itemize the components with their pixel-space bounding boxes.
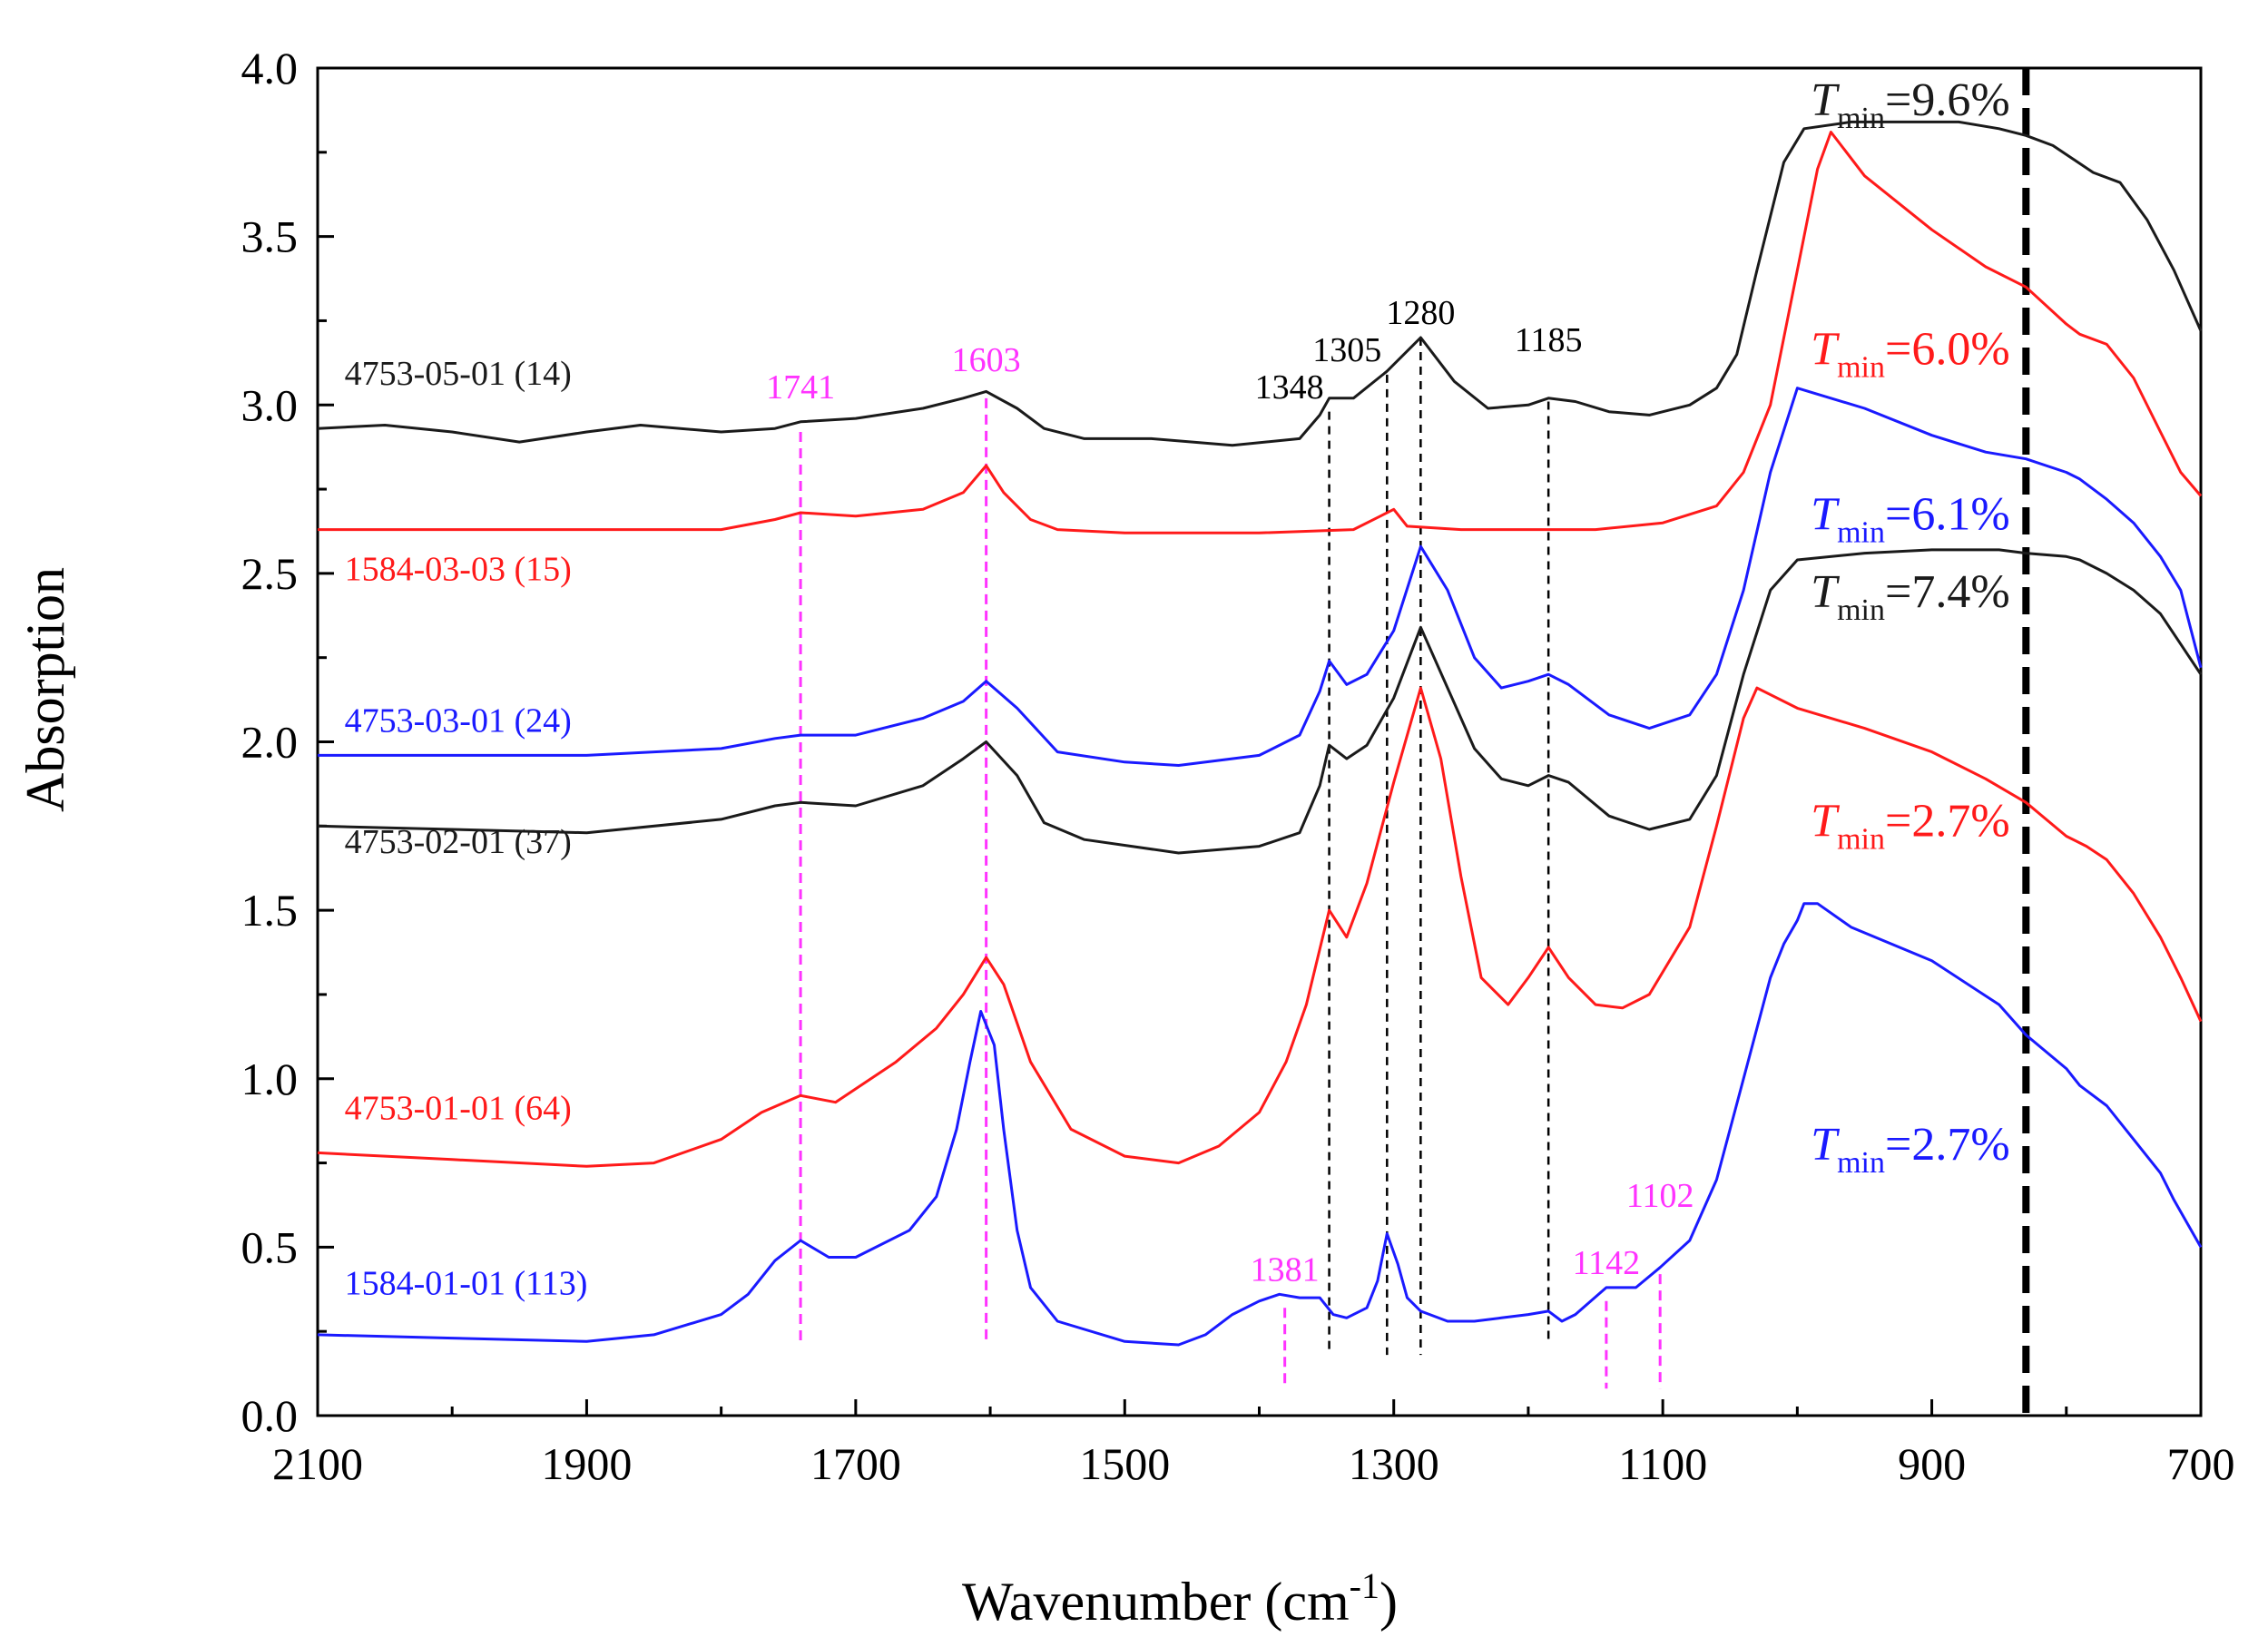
y-tick-label: 2.0	[241, 717, 299, 768]
series-label-1: 4753-05-01 (14)	[345, 355, 572, 393]
x-axis-label: Wavenumber (cm-1)	[962, 1565, 1398, 1632]
series-line-1	[317, 120, 2203, 447]
series-label-5: 4753-01-01 (64)	[345, 1089, 572, 1127]
tmin-value: =7.4%	[1885, 566, 2010, 618]
x-tick-label: 900	[1898, 1438, 1966, 1489]
tmin-subscript: min	[1837, 516, 1885, 550]
band-marker-label: 1603	[952, 341, 1021, 379]
tmin-label-2: Tmin=6.0%	[1811, 324, 2009, 385]
series-label-4: 4753-02-01 (37)	[345, 823, 572, 861]
plot-frame	[316, 66, 2203, 1417]
tmin-subscript: min	[1837, 593, 1885, 627]
series-group	[317, 120, 2203, 1347]
y-tick-label: 0.5	[241, 1221, 299, 1272]
x-axis-label-superscript: -1	[1350, 1565, 1379, 1606]
tmin-label-4: Tmin=7.4%	[1811, 566, 2009, 627]
tmin-label-6: Tmin=2.7%	[1811, 1119, 2009, 1180]
tmin-symbol: T	[1811, 566, 1840, 618]
x-tick-label: 700	[2167, 1438, 2235, 1489]
x-tick-label: 1700	[810, 1438, 901, 1489]
tmin-value: =9.6%	[1885, 74, 2010, 126]
y-tick-label: 3.0	[241, 379, 299, 430]
series-line-3	[318, 387, 2203, 767]
band-marker-label: 1741	[766, 368, 835, 407]
band-marker-label: 1102	[1626, 1177, 1694, 1215]
y-tick-label: 2.5	[241, 548, 299, 599]
series-labels-group: 4753-05-01 (14)Tmin=9.6%1584-03-03 (15)T…	[345, 74, 2010, 1302]
y-tick-label: 1.0	[241, 1054, 299, 1104]
series-label-3: 4753-03-01 (24)	[345, 701, 572, 740]
tmin-symbol: T	[1811, 324, 1840, 376]
tmin-symbol: T	[1811, 795, 1840, 847]
series-label-6: 1584-01-01 (113)	[345, 1264, 588, 1302]
tmin-value: =6.0%	[1885, 324, 2010, 376]
tmin-symbol: T	[1811, 1119, 1840, 1171]
tmin-label-5: Tmin=2.7%	[1811, 795, 2009, 856]
x-tick-label: 1300	[1349, 1438, 1439, 1489]
x-axis-label-close: )	[1379, 1572, 1398, 1632]
tmin-subscript: min	[1837, 822, 1885, 856]
peak-marker-label: 1280	[1386, 294, 1455, 332]
x-tick-label: 1900	[541, 1438, 632, 1489]
axes-group: 0.0 0.5 1.0 1.5 2.0 2.5 3.0 3.5 4.0 2100 1900 1700 1…	[241, 43, 2235, 1489]
y-tick-label: 1.5	[241, 885, 299, 936]
series-line-6	[317, 902, 2203, 1347]
y-tick-label: 4.0	[241, 43, 299, 93]
peak-marker-label: 1348	[1255, 368, 1324, 407]
series-line-5	[317, 686, 2203, 1168]
y-tick-label: 3.5	[241, 211, 299, 262]
series-line-4	[317, 548, 2203, 855]
x-axis-label-text: Wavenumber (cm	[962, 1572, 1350, 1632]
tmin-symbol: T	[1811, 489, 1840, 541]
y-axis-label: Absorption	[15, 567, 75, 812]
tmin-subscript: min	[1837, 102, 1885, 135]
tmin-value: =2.7%	[1885, 1119, 2010, 1171]
series-line-2	[318, 131, 2203, 534]
y-tick-label: 0.0	[241, 1390, 299, 1441]
peak-marker-label: 1185	[1515, 321, 1583, 359]
band-marker-label: 1381	[1251, 1251, 1320, 1289]
tmin-symbol: T	[1811, 74, 1840, 126]
x-tick-label: 2100	[272, 1438, 363, 1489]
x-tick-label: 1100	[1618, 1438, 1707, 1489]
tmin-value: =2.7%	[1885, 795, 2010, 847]
tmin-label-1: Tmin=9.6%	[1811, 74, 2009, 135]
tmin-subscript: min	[1837, 351, 1885, 385]
tmin-value: =6.1%	[1885, 489, 2010, 541]
peak-marker-label: 1305	[1312, 331, 1381, 369]
tmin-subscript: min	[1837, 1146, 1885, 1180]
x-tick-label: 1500	[1079, 1438, 1170, 1489]
series-label-2: 1584-03-03 (15)	[345, 550, 572, 588]
tmin-label-3: Tmin=6.1%	[1811, 489, 2009, 550]
band-marker-label: 1142	[1573, 1244, 1641, 1282]
